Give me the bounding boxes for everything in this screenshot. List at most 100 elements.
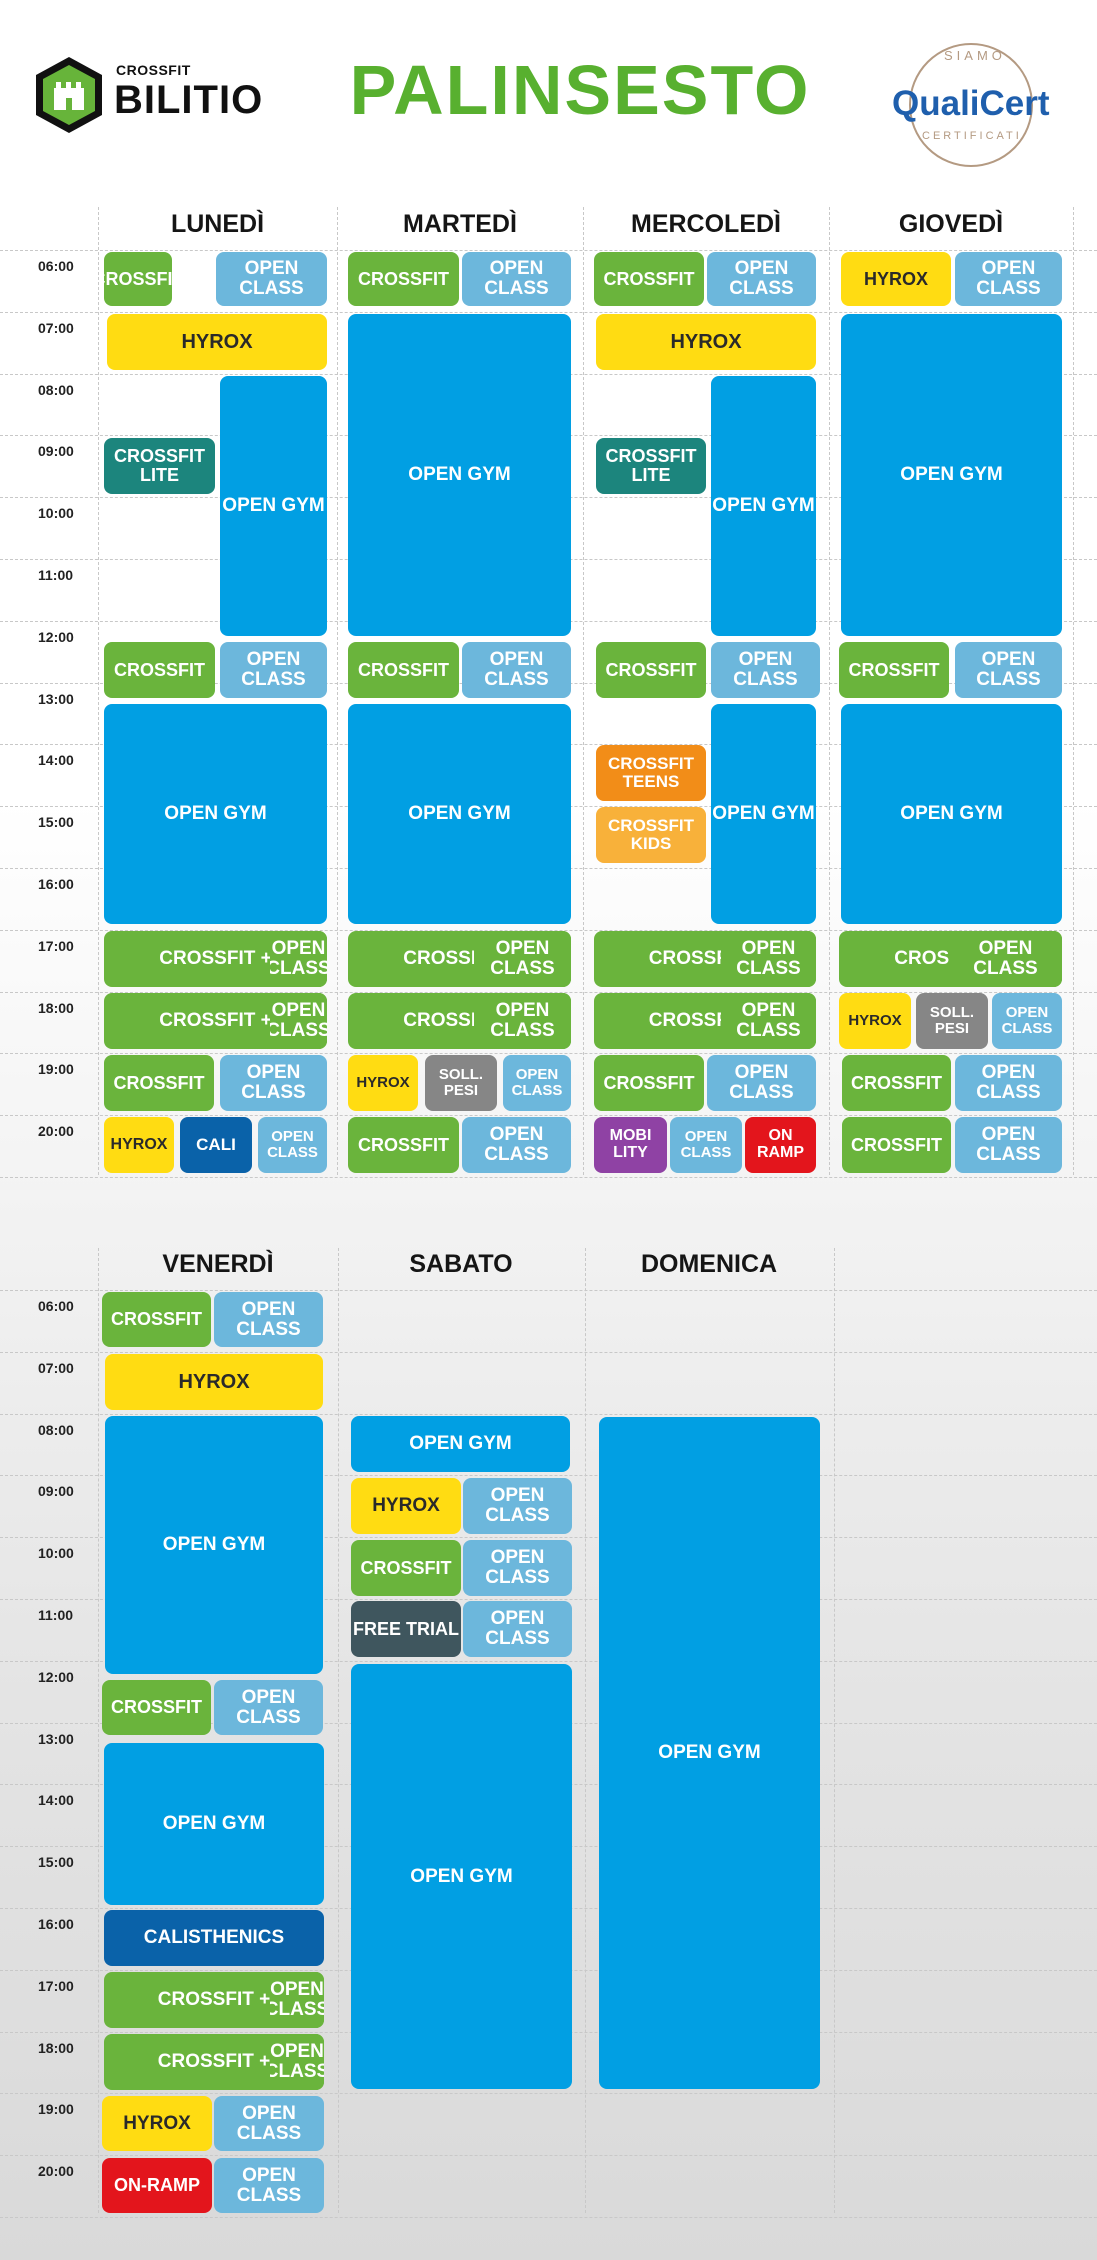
time-label: 16:00 (38, 876, 74, 892)
time-label: 15:00 (38, 814, 74, 831)
class-block-open-class: OPEN CLASS (670, 1117, 742, 1173)
time-label: 14:00 (38, 752, 74, 769)
class-block-open-class: OPEN CLASS (474, 993, 571, 1049)
grid-divider (1073, 207, 1074, 1175)
class-block-open-gym: OPEN GYM (348, 704, 571, 924)
class-block-open-class: OPEN CLASS (214, 2158, 324, 2213)
time-label: 17:00 (38, 1977, 74, 1994)
time-label: 19:00 (38, 2101, 74, 2118)
crossfit-bilitio-logo: CROSSFIT BILITIO (32, 52, 262, 138)
grid-divider (337, 207, 338, 1175)
class-block-hyrox: HYROX (107, 314, 327, 370)
time-row-line (0, 2093, 1097, 2095)
grid-divider (98, 1248, 99, 2213)
class-block-calisthenics: CALISTHENICS (104, 1910, 324, 1966)
grid-divider (338, 1248, 339, 2213)
class-block-open-class: OPEN CLASS (216, 252, 327, 306)
day-header-mercoledi: MERCOLEDÌ (631, 210, 781, 238)
class-block-hyrox: HYROX (104, 1117, 174, 1173)
class-block-open-class: OPEN CLASS (711, 642, 820, 698)
class-block-open-gym: OPEN GYM (220, 376, 327, 636)
day-header-domenica: DOMENICA (640, 1250, 778, 1278)
class-block-crossfit: CROSSFIT (102, 1292, 211, 1347)
time-label: 07:00 (38, 1359, 74, 1376)
class-block-crossfit: CROSSFIT (351, 1540, 461, 1596)
class-block-open-class: OPEN CLASS (955, 252, 1062, 306)
class-block-on-ramp: ON-RAMP (102, 2158, 212, 2213)
class-block-open-class: OPEN CLASS (955, 1117, 1062, 1173)
time-row-line (0, 2217, 1097, 2218)
time-row-line (0, 1660, 1097, 1662)
time-row-line (0, 1475, 1097, 1477)
class-block-open-class: OPEN CLASS (270, 993, 327, 1049)
class-block-open-class: OPEN CLASS (463, 1540, 572, 1596)
day-header-giovedi: GIOVEDÌ (898, 210, 1004, 238)
time-label: 13:00 (38, 690, 74, 707)
class-block-soll-pesi: SOLL. PESI (916, 993, 988, 1049)
class-block-crossfit: CROSSFIT (594, 1055, 704, 1111)
cert-ring-icon (909, 43, 1033, 167)
class-block-on-ramp: ON RAMP (745, 1117, 816, 1173)
class-block-open-class: OPEN CLASS (707, 252, 816, 306)
grid-divider (583, 207, 584, 1175)
class-block-open-class: OPEN CLASS (270, 931, 327, 987)
class-block-crossfit: CROSSFIT (104, 252, 172, 306)
page-title: PALINSESTO (349, 51, 811, 129)
time-label: 08:00 (38, 1421, 74, 1438)
class-block-crossfit: CROSSFIT (842, 1055, 951, 1111)
time-row-line (0, 1177, 1097, 1178)
time-row-line (0, 991, 1097, 993)
grid-divider (834, 1248, 835, 2213)
class-block-open-class: OPEN CLASS (220, 642, 327, 698)
class-block-crossfit: CROSSFIT (594, 252, 704, 306)
time-label: 09:00 (38, 1483, 74, 1500)
time-row-line (0, 1537, 1097, 1539)
class-block-open-gym: OPEN GYM (711, 376, 816, 636)
time-label: 11:00 (38, 567, 74, 583)
class-block-crossfit: CROSSFIT (839, 642, 949, 698)
time-row-line (0, 1413, 1097, 1415)
class-block-hyrox: HYROX (839, 993, 911, 1049)
cert-bottom-text: CERTIFICATI (922, 130, 1022, 142)
class-block-hyrox: HYROX (102, 2096, 212, 2151)
class-block-open-class: OPEN CLASS (214, 2096, 324, 2151)
time-label: 10:00 (38, 505, 74, 522)
time-label: 19:00 (38, 1061, 74, 1078)
time-label: 12:00 (38, 628, 74, 645)
cert-name: QualiCert (892, 84, 1050, 123)
brand-small-text: CROSSFIT (116, 62, 191, 78)
time-label: 09:00 (38, 443, 74, 460)
day-header-martedi: MARTEDÌ (403, 210, 517, 238)
time-row-line (0, 250, 1097, 251)
class-block-hyrox: HYROX (841, 252, 951, 306)
class-block-open-class: OPEN CLASS (220, 1055, 327, 1111)
qualicert-badge: SIAMO QualiCert CERTIFICATI (884, 38, 1054, 174)
class-block-open-class: OPEN CLASS (258, 1117, 327, 1173)
time-row-line (0, 1290, 1097, 1291)
class-block-open-class: OPEN CLASS (992, 993, 1062, 1049)
class-block-open-class: OPEN CLASS (955, 1055, 1062, 1111)
class-block-open-class: OPEN CLASS (949, 931, 1062, 987)
time-label: 16:00 (38, 1916, 74, 1932)
grid-divider (829, 207, 830, 1175)
time-label: 17:00 (38, 937, 74, 954)
time-row-line (0, 1351, 1097, 1353)
class-block-crossfit: CROSSFIT (348, 252, 459, 306)
time-label: 07:00 (38, 319, 74, 336)
time-label: 18:00 (38, 2039, 74, 2056)
class-block-crossfit: CROSSFIT (102, 1680, 211, 1735)
class-block-open-gym: OPEN GYM (105, 1416, 323, 1674)
class-block-open-gym: OPEN GYM (104, 704, 327, 924)
class-block-soll-pesi: SOLL. PESI (425, 1055, 497, 1111)
grid-divider (585, 1248, 586, 2213)
class-block-open-class: OPEN CLASS (474, 931, 571, 987)
class-block-open-class: OPEN CLASS (721, 931, 816, 987)
class-block-cali: CALI (180, 1117, 252, 1173)
class-block-open-class: OPEN CLASS (463, 1601, 572, 1657)
class-block-open-gym: OPEN GYM (351, 1664, 572, 2089)
class-block-crossfit: CROSSFIT (348, 1117, 459, 1173)
time-label: 12:00 (38, 1668, 74, 1685)
class-block-crossfit: CROSSFIT (348, 642, 459, 698)
class-block-hyrox: HYROX (351, 1478, 461, 1534)
day-header-sabato: SABATO (409, 1250, 513, 1278)
